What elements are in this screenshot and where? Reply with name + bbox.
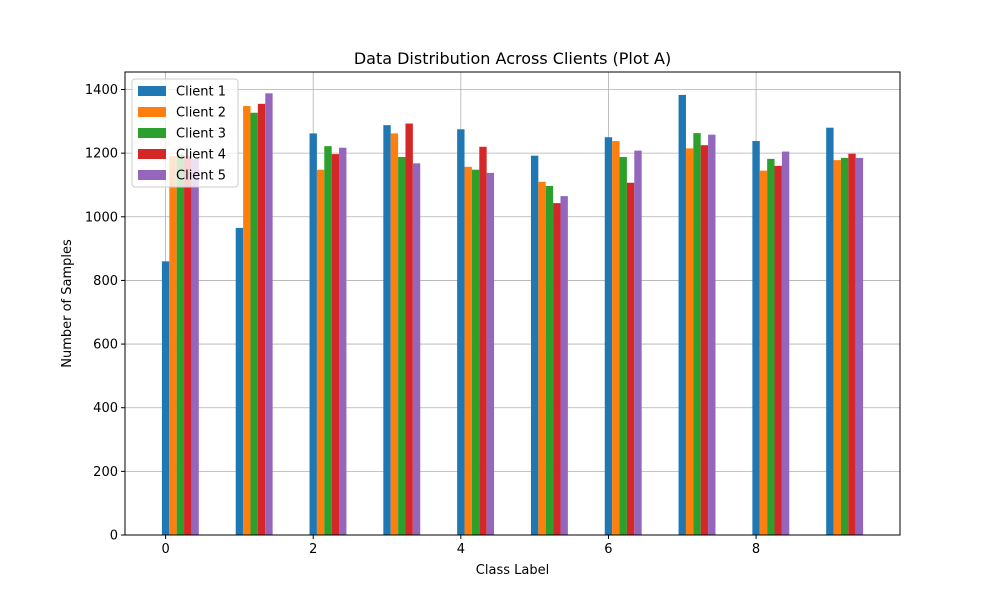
- legend-label: Client 4: [176, 148, 226, 163]
- legend-label: Client 1: [176, 85, 226, 100]
- chart-title: Data Distribution Across Clients (Plot A…: [354, 49, 671, 68]
- y-tick-label: 1000: [85, 210, 118, 225]
- bar: [250, 112, 258, 536]
- y-tick-label: 0: [110, 529, 118, 544]
- bar: [619, 156, 627, 535]
- bar: [176, 154, 185, 535]
- bar: [700, 145, 709, 535]
- bar: [191, 158, 199, 535]
- bar: [752, 141, 760, 535]
- y-tick-label: 800: [93, 274, 118, 289]
- bar: [390, 133, 399, 536]
- bar: [767, 158, 775, 535]
- bar: [693, 133, 701, 535]
- bar: [316, 169, 325, 535]
- bars: [161, 93, 864, 536]
- bar: [833, 160, 841, 535]
- bar: [560, 196, 568, 535]
- x-tick-label: 8: [752, 542, 760, 557]
- x-tick-label: 2: [309, 542, 317, 557]
- y-tick-label: 600: [93, 338, 118, 353]
- bar: [412, 163, 421, 535]
- legend-swatch: [138, 149, 166, 159]
- bar: [685, 148, 694, 535]
- bar: [840, 157, 849, 535]
- x-tick-label: 6: [604, 542, 612, 557]
- legend-swatch: [138, 128, 166, 138]
- bar: [759, 170, 768, 535]
- bar: [604, 137, 613, 535]
- legend-swatch: [138, 107, 166, 117]
- axis-ticks: 0 200 400 600 800 1000 1200 1400 0 2 4 6 8: [85, 83, 760, 557]
- bar: [464, 166, 472, 535]
- legend-swatch: [138, 170, 166, 180]
- legend-label: Client 2: [176, 106, 226, 121]
- bar: [855, 157, 864, 535]
- bar: [471, 169, 480, 535]
- bar: [331, 154, 340, 535]
- bar: [184, 156, 192, 535]
- bar: [678, 94, 686, 535]
- bar: [324, 146, 332, 535]
- bar: [479, 146, 487, 535]
- bar: [398, 156, 406, 535]
- bar: [486, 172, 495, 535]
- y-tick-label: 200: [93, 465, 118, 480]
- legend: Client 1 Client 2 Client 3 Client 4 Client 5: [131, 78, 239, 188]
- bar: [161, 261, 170, 535]
- bar: [538, 181, 546, 535]
- bar: [383, 125, 391, 536]
- y-axis-title: Number of Samples: [60, 239, 75, 368]
- y-tick-label: 1200: [85, 147, 118, 162]
- plot-frame: [124, 71, 901, 536]
- y-tick-label: 400: [93, 401, 118, 416]
- legend-label: Client 3: [176, 127, 226, 142]
- bar: [545, 185, 554, 535]
- bar: [405, 123, 413, 536]
- bar: [626, 182, 635, 535]
- bar: [243, 106, 251, 535]
- bar: [530, 155, 539, 535]
- bar: [169, 156, 177, 535]
- x-tick-label: 4: [457, 542, 465, 557]
- x-tick-label: 0: [161, 542, 169, 557]
- legend-swatch: [138, 86, 166, 96]
- bar: [257, 103, 266, 536]
- bar: [781, 151, 790, 535]
- bar: [634, 150, 642, 535]
- bar: [708, 134, 716, 535]
- bar: [774, 165, 782, 535]
- bar: [309, 133, 317, 536]
- bar: [848, 153, 856, 535]
- bar: [265, 93, 273, 535]
- legend-label: Client 5: [176, 169, 226, 184]
- legend-box: [131, 78, 239, 188]
- bar: [612, 141, 620, 535]
- bar: [235, 227, 244, 536]
- y-tick-label: 1400: [85, 83, 118, 98]
- x-axis-title: Class Label: [476, 563, 549, 578]
- bar: [826, 127, 834, 535]
- bar: [457, 129, 465, 535]
- bar: [339, 147, 347, 535]
- bar: [553, 203, 561, 536]
